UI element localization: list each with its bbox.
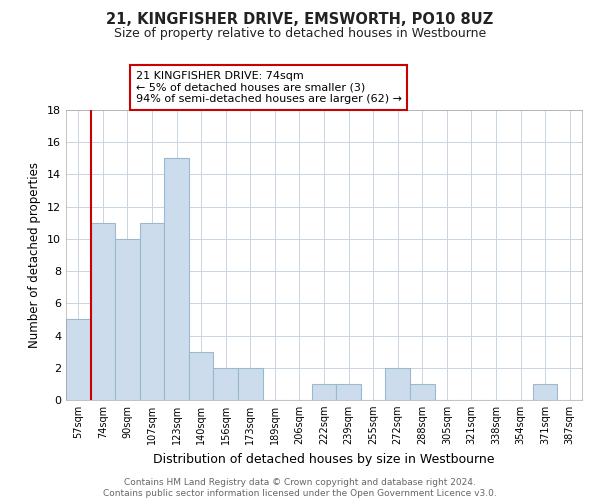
X-axis label: Distribution of detached houses by size in Westbourne: Distribution of detached houses by size … <box>153 452 495 466</box>
Bar <box>214 368 238 400</box>
Bar <box>164 158 189 400</box>
Bar <box>312 384 336 400</box>
Text: Contains HM Land Registry data © Crown copyright and database right 2024.
Contai: Contains HM Land Registry data © Crown c… <box>103 478 497 498</box>
Bar <box>140 223 164 400</box>
Bar <box>410 384 434 400</box>
Bar <box>115 239 140 400</box>
Text: 21 KINGFISHER DRIVE: 74sqm
← 5% of detached houses are smaller (3)
94% of semi-d: 21 KINGFISHER DRIVE: 74sqm ← 5% of detac… <box>136 71 401 104</box>
Bar <box>66 320 91 400</box>
Bar <box>189 352 214 400</box>
Bar <box>533 384 557 400</box>
Bar <box>336 384 361 400</box>
Bar <box>91 223 115 400</box>
Bar <box>385 368 410 400</box>
Text: 21, KINGFISHER DRIVE, EMSWORTH, PO10 8UZ: 21, KINGFISHER DRIVE, EMSWORTH, PO10 8UZ <box>106 12 494 28</box>
Y-axis label: Number of detached properties: Number of detached properties <box>28 162 41 348</box>
Text: Size of property relative to detached houses in Westbourne: Size of property relative to detached ho… <box>114 28 486 40</box>
Bar <box>238 368 263 400</box>
